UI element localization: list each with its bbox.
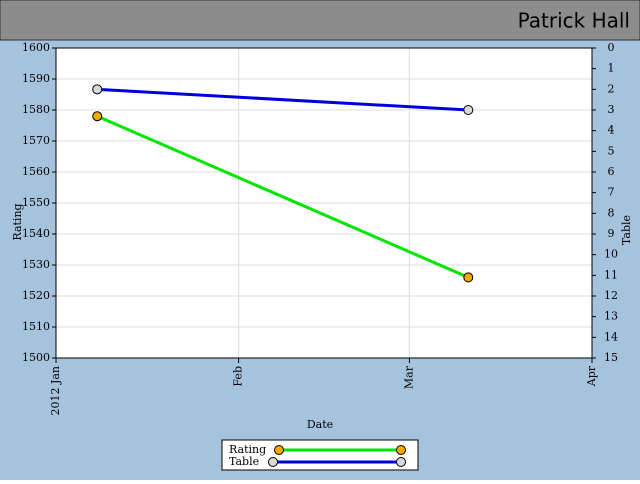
y2-tick-label: 6 — [608, 165, 615, 178]
legend-marker — [274, 445, 284, 455]
y2-tick-label: 0 — [608, 41, 615, 54]
y2-tick-label: 3 — [608, 103, 615, 116]
y-tick-label: 1560 — [22, 165, 50, 178]
y2-tick-label: 10 — [604, 248, 618, 261]
y2-tick-label: 11 — [604, 268, 618, 281]
series-line — [97, 87, 469, 112]
y2-tick-label: 9 — [608, 227, 615, 240]
x-tick-label: Mar — [402, 365, 415, 389]
y2-tick-label: 15 — [604, 351, 618, 364]
y-tick-label: 1500 — [22, 351, 50, 364]
y-tick-label: 1580 — [22, 103, 50, 116]
y2-tick-label: 7 — [608, 186, 615, 199]
y2-tick-label: 13 — [604, 310, 618, 323]
legend-marker — [396, 457, 406, 467]
x-tick-label: Apr — [585, 365, 598, 387]
point-marker — [463, 105, 474, 115]
header-bar — [0, 0, 640, 41]
y-tick-label: 1520 — [22, 289, 50, 302]
y2-tick-label: 4 — [608, 124, 615, 137]
y2-tick-label: 8 — [608, 206, 615, 219]
y-tick-label: 1570 — [22, 134, 50, 147]
point-marker — [92, 84, 103, 95]
x-tick-label: Feb — [232, 366, 245, 387]
legend-label: Table — [229, 455, 259, 468]
y-tick-label: 1540 — [22, 227, 50, 240]
legend-marker — [268, 457, 278, 467]
y2-tick-label: 14 — [604, 330, 618, 343]
y-tick-label: 1600 — [22, 41, 50, 54]
point-marker — [92, 111, 103, 122]
point-marker — [463, 272, 474, 283]
x-axis-label: Date — [307, 418, 333, 431]
x-tick-label: 2012 Jan — [49, 366, 62, 416]
y-tick-label: 1530 — [22, 258, 50, 271]
y2-axis-label: Table — [620, 215, 633, 245]
series-line — [96, 114, 469, 279]
y2-tick-label: 1 — [608, 62, 615, 75]
y-tick-label: 1590 — [22, 72, 50, 85]
y-tick-label: 1550 — [22, 196, 50, 209]
y-tick-label: 1510 — [22, 320, 50, 333]
y2-tick-label: 2 — [608, 82, 615, 95]
y-axis-label: Rating — [11, 203, 24, 240]
legend-marker — [396, 445, 406, 455]
legend-box — [221, 439, 419, 471]
y2-tick-label: 5 — [608, 144, 615, 157]
header-title: Patrick Hall — [518, 9, 630, 33]
y2-tick-label: 12 — [604, 289, 618, 302]
legend-label: Rating — [229, 443, 266, 456]
